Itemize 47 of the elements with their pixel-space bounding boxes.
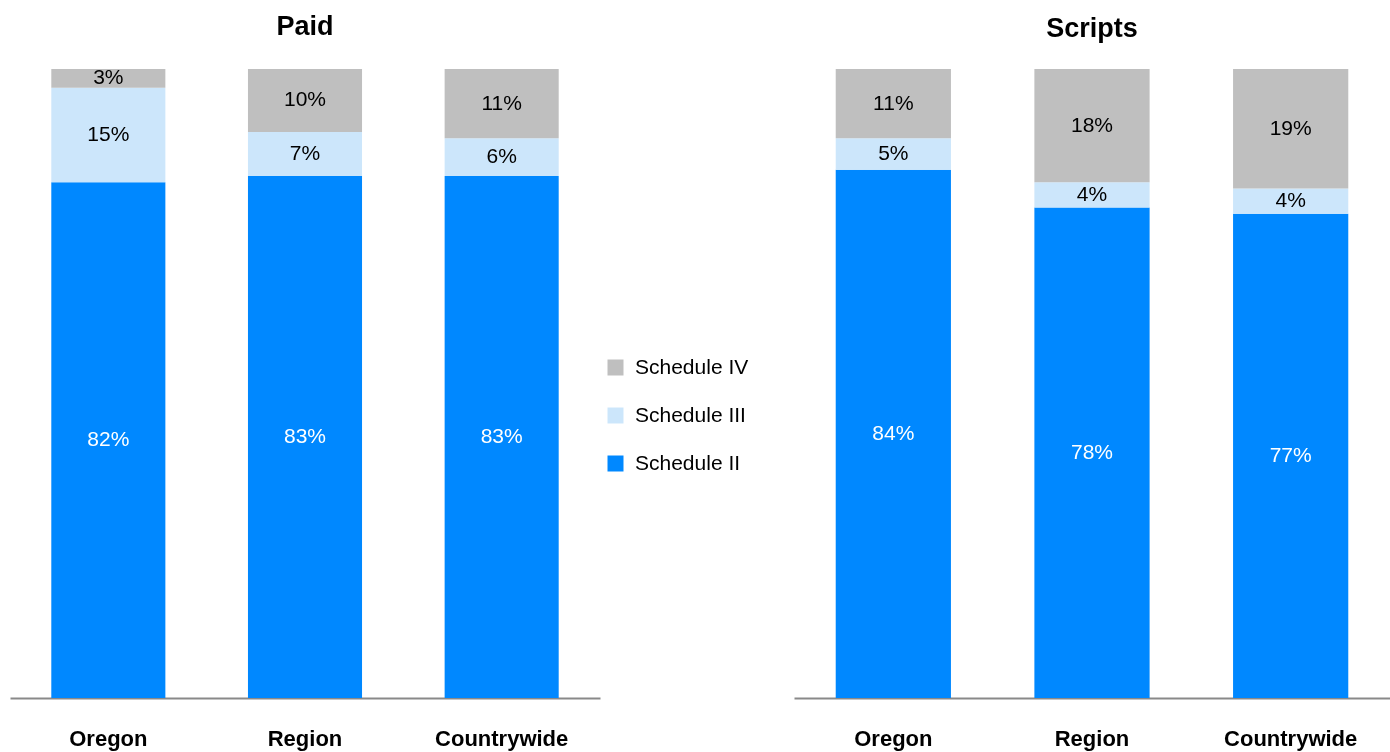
bar (247, 69, 363, 132)
bar (1233, 188, 1349, 214)
data-label: 11% (481, 90, 522, 114)
bar (51, 87, 166, 183)
legend-label: Schedule II (635, 450, 741, 474)
bar (444, 175, 559, 698)
x-tick-label: Region (267, 725, 343, 751)
chart-title: Scripts (1046, 13, 1138, 43)
bar (247, 175, 363, 698)
legend-label: Schedule III (635, 402, 746, 426)
x-tick-label: Countrywide (1224, 725, 1358, 751)
bar (1034, 182, 1150, 208)
data-label: 83% (283, 423, 327, 447)
data-label: 3% (93, 65, 124, 89)
data-label: 78% (1070, 439, 1114, 463)
x-tick-label: Region (1054, 725, 1130, 751)
data-label: 11% (873, 90, 914, 114)
data-label: 83% (480, 423, 523, 447)
bar (247, 131, 363, 176)
data-label: 19% (1269, 115, 1312, 139)
bar (835, 138, 951, 170)
data-label: 10% (283, 87, 327, 111)
chart-title: Paid (276, 11, 334, 42)
x-tick-label: Countrywide (435, 725, 569, 751)
data-label: 77% (1269, 442, 1312, 466)
data-label: 15% (87, 122, 130, 146)
bar (444, 138, 559, 176)
bar (1034, 69, 1150, 183)
data-label: 4% (1275, 188, 1306, 212)
bar (51, 182, 166, 698)
bar (444, 69, 559, 139)
data-label: 18% (1070, 112, 1114, 136)
bar (1233, 69, 1349, 189)
data-label: 5% (878, 140, 909, 164)
data-label: 6% (486, 144, 517, 168)
bar (1034, 207, 1150, 698)
bar (1233, 213, 1349, 698)
data-label: 4% (1076, 181, 1108, 205)
legend-label: Schedule IV (635, 354, 749, 378)
bar (835, 69, 951, 139)
bar (51, 69, 166, 88)
x-tick-label: Oregon (854, 725, 933, 751)
data-label: 82% (87, 427, 130, 451)
data-label: 7% (289, 140, 321, 164)
x-tick-label: Oregon (69, 725, 148, 751)
data-label: 84% (872, 420, 915, 444)
bar (835, 169, 951, 698)
